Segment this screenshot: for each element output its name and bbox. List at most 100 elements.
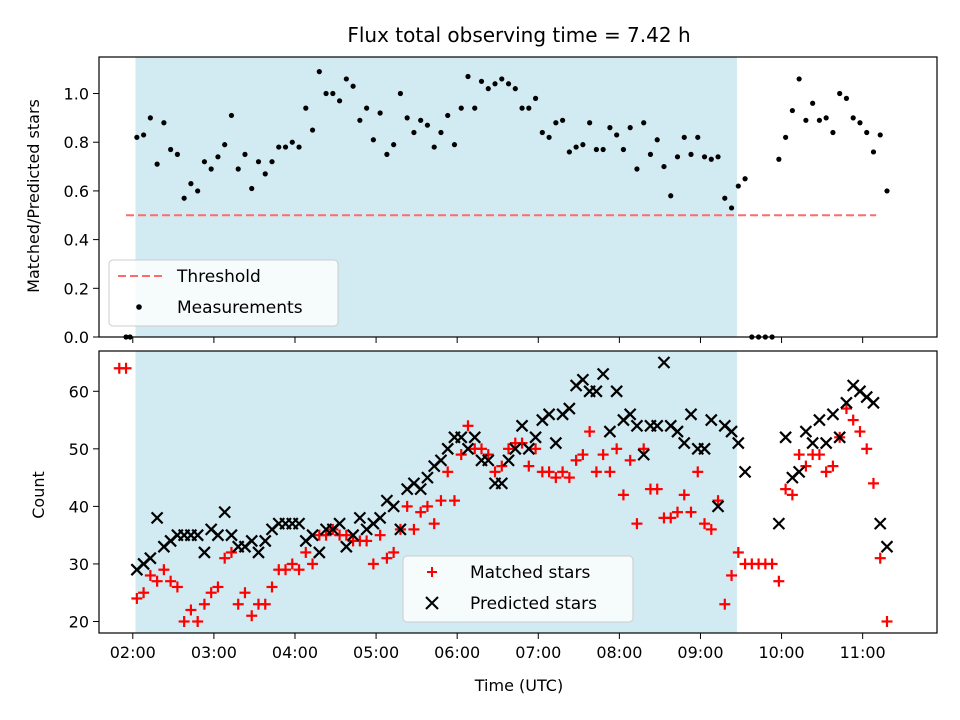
data-point [512,86,518,92]
data-point [431,144,437,150]
data-point [698,442,711,456]
x-axis-label: Time (UTC) [474,676,563,695]
data-point [218,505,231,519]
data-point [674,154,681,160]
data-point [604,466,616,478]
data-point [350,83,356,89]
data-point [590,385,603,398]
data-point [783,134,789,140]
data-point [235,166,241,172]
data-point [370,137,376,143]
data-point [476,443,488,455]
data-point [141,132,147,138]
legend-bottom: Matched stars Predicted stars [402,555,634,623]
data-point [499,76,505,82]
data-point [150,511,164,525]
legend-predicted-label: Predicted stars [470,594,597,614]
data-point [191,528,204,542]
data-point [722,195,728,201]
series-measurements [123,69,890,340]
data-point [654,137,660,143]
data-point [245,534,259,548]
data-point [181,195,187,201]
data-point [597,449,609,461]
data-point [303,105,309,111]
data-point [699,518,711,530]
data-point [458,105,464,111]
legend-matched-label: Matched stars [470,563,590,583]
data-point [496,460,508,472]
data-point [627,125,633,131]
data-point [343,76,349,82]
data-point [144,551,157,565]
data-point [780,483,792,495]
data-point [435,495,447,507]
data-point [364,105,370,111]
data-point [198,598,210,610]
data-point [803,117,809,123]
data-point [813,413,826,427]
data-point [280,564,292,576]
data-point [502,454,515,467]
data-point [340,540,353,553]
data-point [509,442,522,456]
data-point [719,598,731,610]
data-point [684,408,698,421]
data-point [867,396,880,410]
data-point [695,134,701,140]
legend-measurements-swatch [136,304,142,310]
data-point [138,587,150,599]
data-point [881,615,893,627]
data-point [570,454,582,466]
data-point [857,120,863,126]
data-point [151,575,163,587]
data-point [830,129,836,136]
data-point [884,188,890,194]
data-point [461,442,475,456]
data-point [495,477,509,490]
data-point [732,436,745,450]
data-point [178,615,190,627]
data-point [827,460,839,472]
data-point [388,546,400,558]
data-point [573,144,579,150]
data-point [870,149,877,155]
data-point [877,132,883,138]
data-point [584,426,596,438]
data-point [168,146,174,153]
plot-frame [98,56,938,338]
data-point [258,534,272,548]
data-point [685,506,697,518]
data-point [587,120,593,126]
data-point [212,581,224,593]
data-point [796,76,802,82]
data-point [249,185,255,192]
y-tick-label: 0.8 [64,133,89,152]
data-point [789,107,795,114]
legend-predicted-swatch [425,596,439,610]
data-point [158,564,170,576]
data-point [434,454,448,467]
data-point [840,396,853,410]
data-point [837,90,843,97]
data-point [292,517,306,530]
data-point [566,149,572,155]
data-point [779,431,792,444]
data-point [384,151,390,157]
data-point [665,512,677,524]
data-point [620,146,627,153]
data-point [282,144,289,150]
bottom-y-axis-label: Count [29,471,48,519]
data-point [465,73,471,80]
data-point [833,431,846,444]
data-point [391,142,397,148]
data-point [293,564,305,576]
data-point [428,518,440,530]
x-tick-label: 09:00 [677,643,723,662]
data-point [661,163,667,170]
data-point [800,460,812,472]
data-point [668,193,674,199]
data-point [793,449,805,461]
data-point [374,529,386,541]
y-tick-label: 1.0 [64,85,89,104]
